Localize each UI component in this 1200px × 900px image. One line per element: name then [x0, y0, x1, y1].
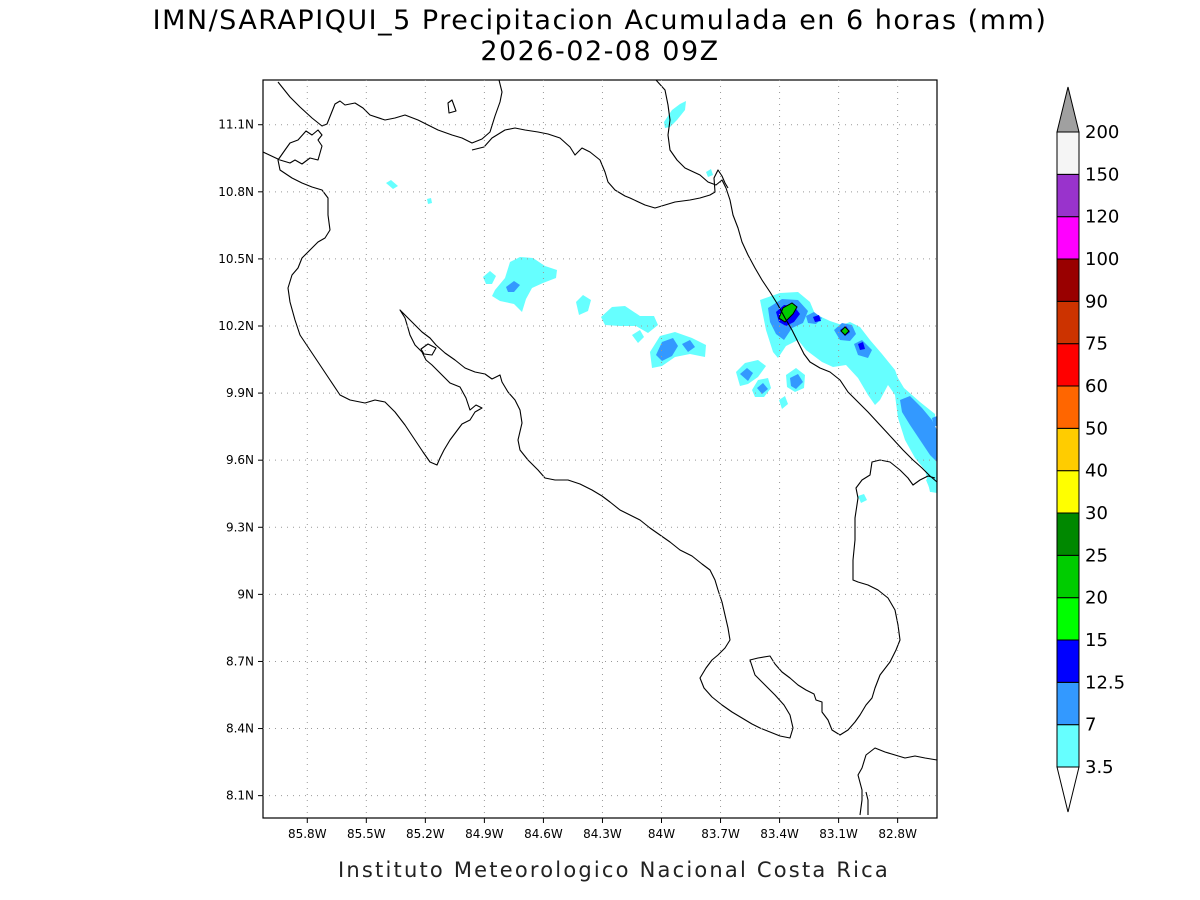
- colorbar-label: 12.5: [1085, 672, 1125, 693]
- lat-tick-label: 9.3N: [226, 520, 254, 534]
- colorbar-swatch: [1056, 470, 1080, 514]
- coastline: [262, 79, 938, 816]
- lat-tick-label: 9.9N: [226, 386, 254, 400]
- colorbar-label: 40: [1085, 461, 1108, 482]
- colorbar-swatch: [1056, 216, 1080, 260]
- colorbar-swatch: [1056, 427, 1080, 472]
- rain-patch: [632, 330, 644, 343]
- lat-tick-label: 8.4N: [226, 722, 254, 736]
- colorbar-lower-arrow: [1056, 766, 1080, 813]
- lon-tick-label: 84.6W: [524, 827, 563, 841]
- colorbar-label: 3.5: [1085, 757, 1114, 778]
- colorbar-label: 15: [1085, 630, 1108, 651]
- colorbar-label: 30: [1085, 503, 1108, 524]
- rain-patch: [682, 340, 695, 352]
- colorbar-swatch: [1056, 724, 1080, 768]
- grid-lines: [263, 80, 937, 818]
- colorbar-swatch: [1056, 681, 1080, 726]
- lon-tick-label: 85.2W: [406, 827, 445, 841]
- map-title: IMN/SARAPIQUI_5 Precipitacion Acumulada …: [152, 5, 1048, 36]
- rain-patch: [740, 368, 753, 381]
- colorbar-swatch: [1056, 385, 1080, 429]
- rain-patch: [757, 383, 768, 394]
- colorbar-swatch: [1056, 173, 1080, 218]
- rain-patch: [840, 326, 850, 336]
- lat-tick-label: 8.1N: [226, 789, 254, 803]
- colorbar-label: 25: [1085, 545, 1108, 566]
- rain-patch: [386, 180, 398, 189]
- lat-tick-label: 11.1N: [218, 118, 254, 132]
- colorbar-label: 100: [1085, 249, 1119, 270]
- lat-tick-label: 9N: [237, 587, 254, 601]
- colorbar-swatch: [1056, 300, 1080, 345]
- precipitation-field: [386, 101, 937, 503]
- map-frame: [262, 79, 938, 819]
- lon-tick-label: 85.5W: [347, 827, 386, 841]
- colorbar-swatch: [1056, 597, 1080, 641]
- map-valid-time: 2026-02-08 09Z: [480, 36, 720, 67]
- rain-patch: [492, 257, 557, 312]
- lon-tick-label: 83.4W: [760, 827, 799, 841]
- colorbar-label: 60: [1085, 376, 1108, 397]
- rain-patch: [483, 271, 496, 284]
- rain-patch: [506, 281, 520, 292]
- colorbar-label: 7: [1085, 715, 1096, 736]
- credit-text: Instituto Meteorologico Nacional Costa R…: [338, 858, 890, 882]
- lon-tick-label: 83.1W: [819, 827, 858, 841]
- colorbar-swatch: [1056, 343, 1080, 387]
- rain-patch: [706, 169, 713, 177]
- axis-ticks: 85.8W 85.5W 85.2W 84.9W 84.6W 84.3W 84W 83.7W 83…: [218, 118, 917, 841]
- lon-tick-label: 82.8W: [878, 827, 917, 841]
- colorbar-label: 50: [1085, 418, 1108, 439]
- rain-patch: [813, 315, 821, 322]
- lon-tick-label: 84.9W: [465, 827, 504, 841]
- lat-tick-label: 10.8N: [218, 185, 254, 199]
- colorbar-swatch: [1056, 512, 1080, 556]
- lon-tick-label: 84W: [648, 827, 675, 841]
- lon-tick-label: 85.8W: [288, 827, 327, 841]
- lat-tick-label: 8.7N: [226, 654, 254, 668]
- rain-patch: [779, 396, 788, 409]
- colorbar-upper-arrow: [1056, 86, 1080, 133]
- colorbar-swatch: [1056, 554, 1080, 599]
- rain-patch: [601, 306, 658, 333]
- rain-patch: [858, 494, 867, 503]
- rain-patch: [760, 292, 937, 492]
- colorbar-swatch: [1056, 639, 1080, 683]
- colorbar-label: 150: [1085, 164, 1119, 185]
- rain-patch: [790, 374, 803, 389]
- colorbar-swatch: [1056, 258, 1080, 302]
- rain-patch: [656, 338, 678, 361]
- rain-patch: [664, 101, 686, 128]
- rain-patch: [427, 198, 432, 204]
- colorbar: 3.5 7 12.5 15 20 25 30 40 50 60 75 90 100 120 150 200: [1056, 86, 1125, 813]
- rain-patch: [778, 302, 798, 323]
- rain-patch: [900, 396, 937, 462]
- lat-tick-label: 10.5N: [218, 252, 254, 266]
- colorbar-label: 75: [1085, 334, 1108, 355]
- lat-tick-label: 9.6N: [226, 453, 254, 467]
- rain-patch: [576, 295, 591, 315]
- colorbar-label: 90: [1085, 291, 1108, 312]
- rain-patch: [932, 416, 937, 426]
- colorbar-label: 120: [1085, 207, 1119, 228]
- lat-tick-label: 10.2N: [218, 319, 254, 333]
- colorbar-label: 20: [1085, 588, 1108, 609]
- lon-tick-label: 83.7W: [701, 827, 740, 841]
- colorbar-swatch: [1056, 131, 1080, 175]
- lon-tick-label: 84.3W: [583, 827, 622, 841]
- rain-patch: [858, 342, 865, 350]
- colorbar-label: 200: [1085, 122, 1119, 143]
